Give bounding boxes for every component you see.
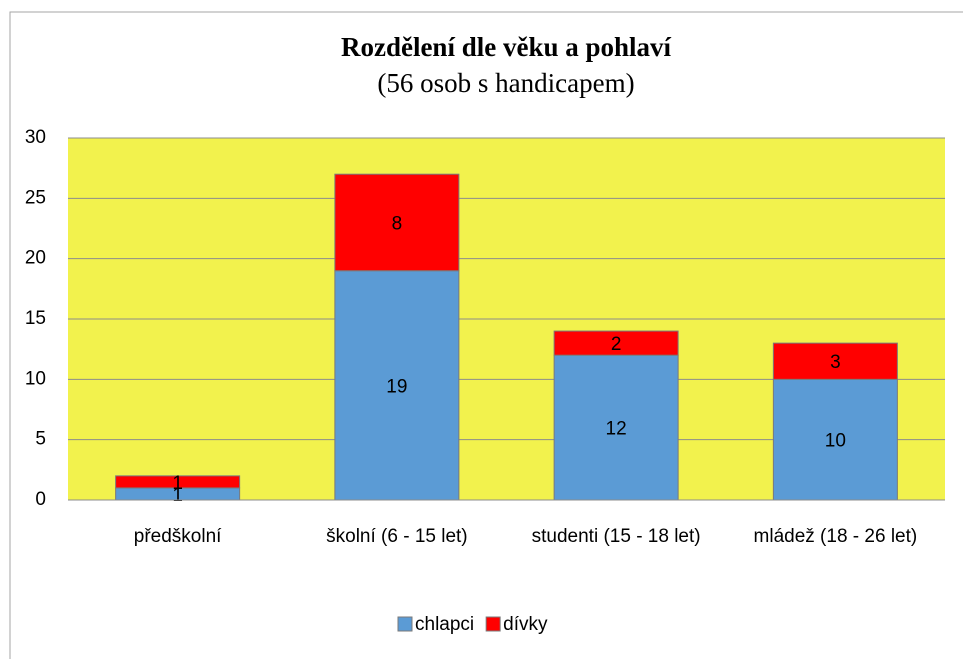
bar-segment (772, 378, 898, 501)
y-tick-label: 25 (25, 187, 46, 208)
chart-frame (9, 11, 963, 659)
bar-segment (772, 342, 898, 380)
legend-label: dívky (503, 614, 548, 635)
y-tick-label: 15 (25, 308, 46, 329)
data-label: 1 (172, 473, 183, 494)
data-label: 2 (611, 334, 622, 355)
y-tick-label: 10 (25, 368, 46, 389)
data-label: 8 (392, 213, 403, 234)
y-tick-label: 0 (35, 489, 46, 510)
x-tick-label: studenti (15 - 18 let) (531, 526, 701, 547)
data-label: 12 (606, 419, 627, 440)
bar-segment (334, 173, 460, 272)
legend-swatch (397, 616, 413, 632)
data-label: 1 (172, 485, 183, 506)
y-tick-label: 5 (35, 429, 46, 450)
bar-segment (553, 354, 679, 501)
x-tick-label: školní (6 - 15 let) (326, 526, 468, 547)
chart-subtitle: (56 osob s handicapem) (377, 68, 634, 98)
data-label: 3 (830, 352, 841, 373)
bar-segment (553, 330, 679, 356)
y-tick-label: 20 (25, 248, 46, 269)
y-tick-label: 30 (25, 127, 46, 148)
legend-label: chlapci (415, 614, 474, 635)
x-tick-label: mládež (18 - 26 let) (753, 526, 918, 547)
data-label: 19 (386, 376, 407, 397)
chart-title: Rozdělení dle věku a pohlaví (341, 32, 672, 62)
x-tick-label: předškolní (133, 526, 222, 547)
data-label: 10 (825, 431, 846, 452)
bar-segment (115, 475, 241, 489)
bar-segment (334, 270, 460, 501)
legend-swatch (485, 616, 501, 632)
